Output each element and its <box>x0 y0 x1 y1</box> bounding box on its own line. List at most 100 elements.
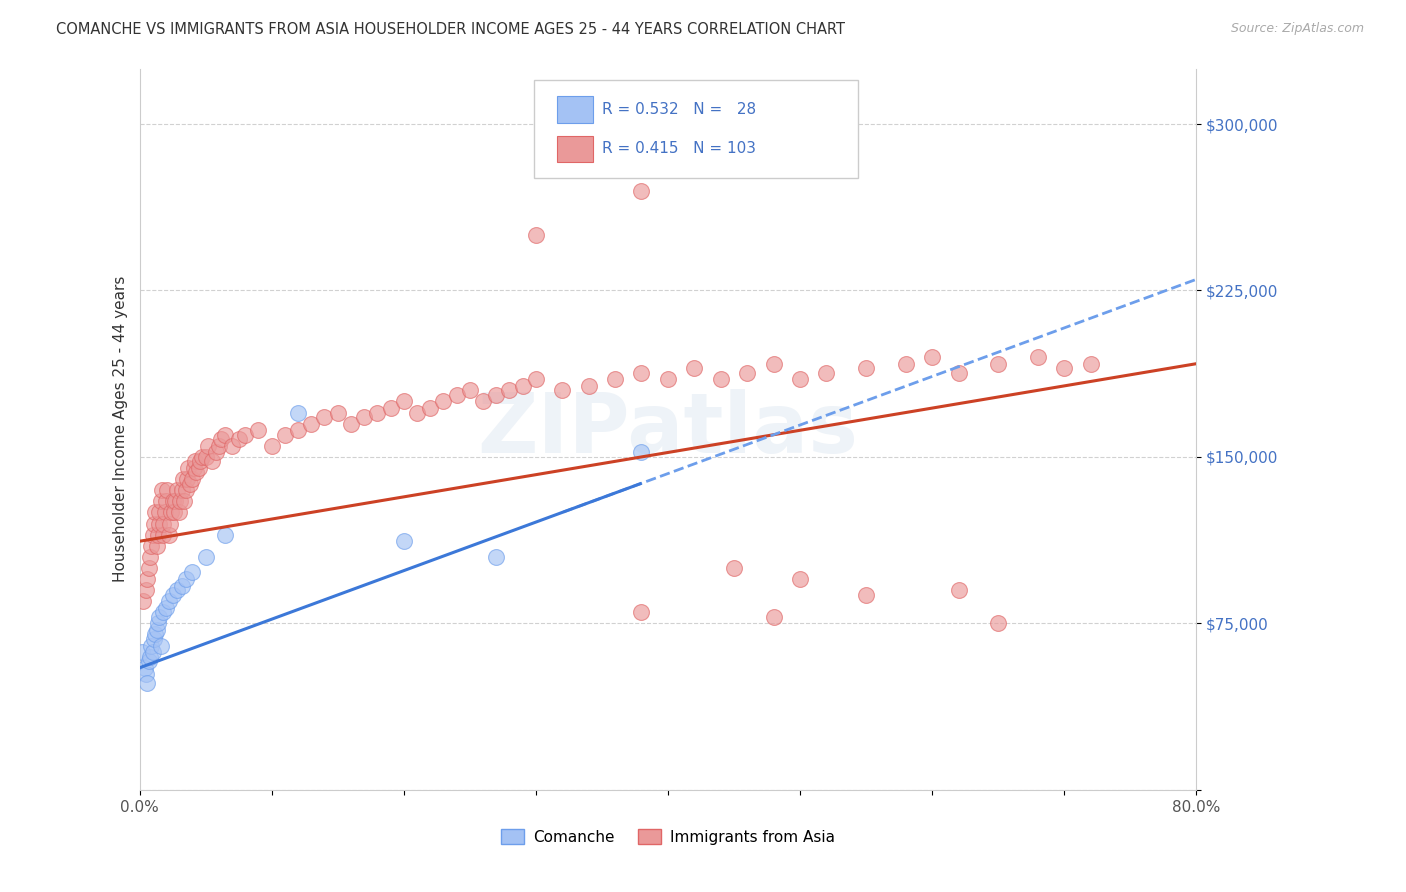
Point <box>145 539 167 553</box>
Point <box>194 549 217 564</box>
Point <box>287 405 309 419</box>
Point <box>135 667 157 681</box>
Point <box>789 372 811 386</box>
Point <box>735 366 758 380</box>
Point <box>156 483 179 498</box>
Point <box>148 609 170 624</box>
Point <box>683 361 706 376</box>
Point <box>134 661 156 675</box>
Point <box>472 394 495 409</box>
Point <box>174 483 197 498</box>
Point <box>155 494 177 508</box>
Point <box>167 505 190 519</box>
Point <box>143 632 166 646</box>
Point <box>163 505 186 519</box>
Point <box>162 494 184 508</box>
Point <box>157 527 180 541</box>
Point <box>657 372 679 386</box>
Point <box>135 583 157 598</box>
Point <box>578 379 600 393</box>
Point <box>148 516 170 531</box>
Point <box>172 472 194 486</box>
Point <box>143 516 166 531</box>
Point <box>170 579 193 593</box>
Point <box>149 639 172 653</box>
Point <box>762 609 785 624</box>
Point <box>247 423 270 437</box>
Point <box>146 616 169 631</box>
Point <box>274 427 297 442</box>
Text: ZIPatlas: ZIPatlas <box>478 389 859 470</box>
Point <box>380 401 402 416</box>
Point <box>948 583 970 598</box>
Point <box>138 561 160 575</box>
Point <box>136 572 159 586</box>
Point <box>326 405 349 419</box>
Y-axis label: Householder Income Ages 25 - 44 years: Householder Income Ages 25 - 44 years <box>114 276 128 582</box>
Point <box>148 505 170 519</box>
Point <box>987 357 1010 371</box>
Text: R = 0.415   N = 103: R = 0.415 N = 103 <box>602 142 756 156</box>
Point <box>142 645 165 659</box>
Point <box>205 445 228 459</box>
Point <box>485 388 508 402</box>
Point <box>188 454 211 468</box>
Text: COMANCHE VS IMMIGRANTS FROM ASIA HOUSEHOLDER INCOME AGES 25 - 44 YEARS CORRELATI: COMANCHE VS IMMIGRANTS FROM ASIA HOUSEHO… <box>56 22 845 37</box>
Point <box>233 427 256 442</box>
Point <box>1053 361 1076 376</box>
Point <box>299 417 322 431</box>
Point <box>392 534 415 549</box>
Point <box>152 516 174 531</box>
Point <box>406 405 429 419</box>
Point <box>260 439 283 453</box>
Point <box>353 409 375 424</box>
Point <box>166 483 188 498</box>
Point <box>179 476 201 491</box>
Point <box>152 605 174 619</box>
Point <box>855 361 877 376</box>
Point <box>142 527 165 541</box>
Point <box>141 639 163 653</box>
Point <box>485 549 508 564</box>
Point <box>603 372 626 386</box>
Point <box>136 676 159 690</box>
Point <box>630 445 652 459</box>
Point <box>177 461 200 475</box>
Point <box>948 366 970 380</box>
Point <box>498 384 520 398</box>
Point <box>157 594 180 608</box>
Point <box>1080 357 1102 371</box>
Point <box>141 539 163 553</box>
Point <box>214 427 236 442</box>
Point <box>419 401 441 416</box>
Point <box>209 432 232 446</box>
Text: Source: ZipAtlas.com: Source: ZipAtlas.com <box>1230 22 1364 36</box>
Point <box>159 516 181 531</box>
Point <box>166 583 188 598</box>
Point <box>184 454 207 468</box>
Point <box>228 432 250 446</box>
Point <box>145 623 167 637</box>
Point <box>181 472 204 486</box>
Point <box>150 483 173 498</box>
Point <box>221 439 243 453</box>
Point <box>1026 350 1049 364</box>
Point <box>149 494 172 508</box>
Point <box>512 379 534 393</box>
Point <box>855 588 877 602</box>
Point <box>723 561 745 575</box>
Point <box>287 423 309 437</box>
Point <box>630 605 652 619</box>
Point <box>153 505 176 519</box>
Point <box>160 505 183 519</box>
Point <box>524 227 547 242</box>
Point <box>138 654 160 668</box>
Point <box>214 527 236 541</box>
Text: R = 0.532   N =   28: R = 0.532 N = 28 <box>602 103 756 117</box>
Point <box>170 483 193 498</box>
Point <box>815 366 838 380</box>
Point <box>340 417 363 431</box>
Point <box>190 450 212 464</box>
Point <box>173 494 195 508</box>
Legend: Comanche, Immigrants from Asia: Comanche, Immigrants from Asia <box>495 822 841 851</box>
